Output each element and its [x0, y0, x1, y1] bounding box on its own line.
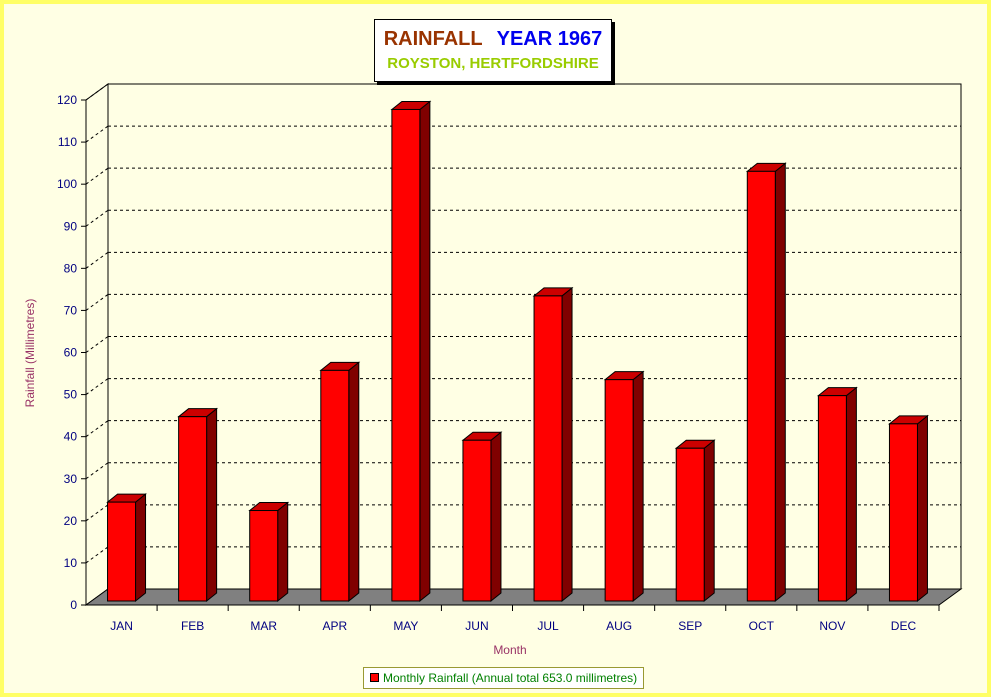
bar [391, 108, 421, 602]
chart-title-box: RAINFALL YEAR 1967 ROYSTON, HERTFORDSHIRE [374, 19, 612, 82]
x-tick-label: JUN [465, 619, 488, 633]
gridline-side [85, 167, 109, 185]
x-tick-label: JUL [537, 619, 559, 633]
x-tick-label: OCT [749, 619, 775, 633]
bar [249, 510, 279, 602]
bar-side [277, 501, 289, 603]
legend-swatch [370, 673, 379, 683]
x-tick-label: DEC [891, 619, 917, 633]
y-tick-label: 60 [64, 346, 78, 360]
y-tick-label: 20 [64, 514, 78, 528]
gridline-side [85, 378, 109, 395]
bar-side [206, 407, 218, 603]
gridline-side [85, 125, 109, 143]
y-tick-label: 100 [57, 177, 77, 191]
bar [462, 439, 492, 602]
bar-side [348, 361, 360, 603]
gridline-side [85, 336, 109, 353]
gridline-side [85, 209, 109, 227]
chart-title-main: RAINFALL [383, 28, 483, 50]
x-tick-label: MAY [393, 619, 418, 633]
y-tick-label: 50 [64, 388, 78, 402]
gridline-side [85, 546, 109, 564]
bar-side [774, 162, 786, 603]
x-tick-label: JAN [110, 619, 133, 633]
bar-side [703, 439, 715, 603]
x-tick-label: SEP [678, 619, 702, 633]
x-tick-label: APR [322, 619, 347, 633]
y-tick-label: 90 [64, 219, 78, 233]
y-tick-label: 30 [64, 472, 78, 486]
bar [320, 369, 350, 602]
bar-side [135, 493, 147, 603]
bar-side [632, 370, 644, 603]
y-tick-label: 110 [58, 135, 77, 149]
gridline-side [85, 251, 109, 269]
x-axis-label: Month [493, 643, 526, 657]
y-tick-label: 120 [57, 93, 77, 107]
bar [178, 416, 208, 602]
x-tick-label: NOV [819, 619, 845, 633]
legend-label: Monthly Rainfall (Annual total 653.0 mil… [383, 671, 638, 685]
bar [604, 379, 634, 602]
bar-side [845, 386, 857, 603]
bar-side [916, 414, 928, 603]
gridline-side [85, 504, 109, 522]
gridline-side [85, 83, 109, 101]
y-tick-label: 40 [64, 430, 78, 444]
gridline-side [85, 462, 109, 480]
bar [888, 423, 918, 602]
bar [107, 501, 137, 602]
y-tick-label: 80 [64, 261, 78, 275]
x-tick-label: FEB [181, 619, 204, 633]
x-tick-label: MAR [250, 619, 277, 633]
gridline-side [85, 294, 109, 311]
bar-side [561, 286, 573, 603]
bar-side [490, 431, 502, 603]
chart-title: RAINFALL YEAR 1967 [375, 28, 611, 51]
chart-subtitle: ROYSTON, HERTFORDSHIRE [387, 55, 599, 72]
x-tick-label: AUG [606, 619, 632, 633]
bar [533, 295, 563, 602]
chart-title-year: YEAR 1967 [496, 28, 603, 50]
bar [746, 170, 776, 602]
bar [675, 447, 705, 602]
gridline-side [85, 420, 109, 438]
y-tick-label: 10 [64, 556, 78, 570]
bar [817, 395, 847, 602]
chart-legend: Monthly Rainfall (Annual total 653.0 mil… [363, 667, 645, 689]
bar-side [419, 100, 431, 603]
y-tick-label: 0 [70, 598, 77, 612]
y-axis-label: Rainfall (Millimetres) [23, 299, 37, 408]
y-tick-label: 70 [64, 303, 78, 317]
